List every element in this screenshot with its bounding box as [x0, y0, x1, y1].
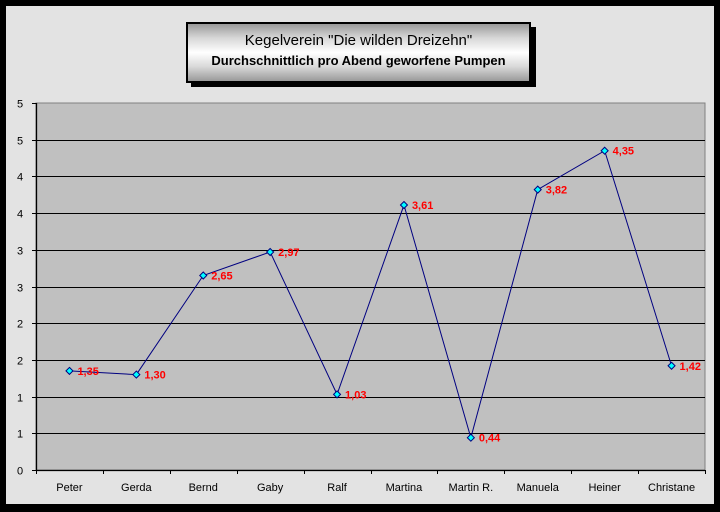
x-tick-label: Martina — [386, 482, 424, 494]
data-line — [69, 149, 673, 440]
y-tick-label: 4 — [17, 209, 23, 221]
data-label: 1,42 — [680, 361, 701, 373]
data-point-marker — [332, 390, 342, 399]
data-label: 0,44 — [479, 433, 501, 445]
data-point-marker — [466, 433, 476, 442]
data-point-marker — [399, 200, 409, 210]
y-tick-label: 1 — [17, 393, 23, 405]
y-tick-label: 0 — [17, 466, 23, 478]
x-axis: Peter Gerda Bernd Gaby Ralf Martina Martin R. M… — [36, 469, 706, 494]
data-point-marker — [600, 146, 609, 155]
data-label: 1,30 — [144, 370, 165, 382]
data-point-marker — [533, 185, 542, 194]
y-tick-label: 1 — [17, 429, 23, 441]
y-tick-label: 2 — [17, 356, 23, 368]
chart-title: Kegelverein "Die wilden Dreizehn" — [244, 32, 473, 49]
y-tick-label: 5 — [17, 99, 23, 111]
data-label: 2,65 — [211, 270, 232, 282]
y-tick-label: 4 — [17, 172, 23, 184]
y-tick-label: 3 — [17, 283, 23, 295]
data-label: 1,35 — [77, 366, 98, 378]
x-tick-label: Bernd — [189, 482, 218, 494]
x-tick-label: Martin R. — [449, 482, 494, 494]
data-point-marker — [667, 361, 676, 370]
x-tick-label: Manuela — [517, 482, 560, 494]
x-tick-label: Heiner — [588, 482, 621, 494]
data-point-marker — [65, 366, 74, 376]
y-tick-label: 3 — [17, 246, 23, 258]
x-tick-label: Gerda — [121, 482, 152, 494]
chart-title-box: Kegelverein "Die wilden Dreizehn" Durchs… — [186, 22, 531, 83]
data-label: 3,82 — [546, 185, 567, 197]
x-tick-label: Ralf — [327, 482, 348, 494]
data-point-marker — [132, 370, 141, 379]
y-axis: 0 1 1 2 2 3 3 4 4 5 5 — [17, 99, 38, 478]
data-point-marker — [265, 247, 275, 257]
data-label: 3,61 — [412, 200, 433, 212]
plot-area — [35, 102, 706, 471]
y-tick-label: 5 — [17, 136, 23, 148]
data-labels: 1,35 1,30 2,65 2,97 1,03 3,61 0,44 3,82 4,35 1,42 — [77, 146, 701, 445]
y-tick-label: 2 — [17, 319, 23, 331]
data-markers — [65, 146, 676, 442]
data-label: 2,97 — [278, 247, 299, 259]
x-tick-label: Christane — [648, 482, 695, 494]
data-label: 1,03 — [345, 389, 366, 401]
x-tick-label: Peter — [56, 482, 83, 494]
gridlines — [36, 140, 705, 434]
x-tick-label: Gaby — [257, 482, 284, 494]
data-point-marker — [199, 271, 208, 280]
data-label: 4,35 — [613, 146, 634, 158]
chart-subtitle: Durchschnittlich pro Abend geworfene Pum… — [211, 53, 506, 68]
